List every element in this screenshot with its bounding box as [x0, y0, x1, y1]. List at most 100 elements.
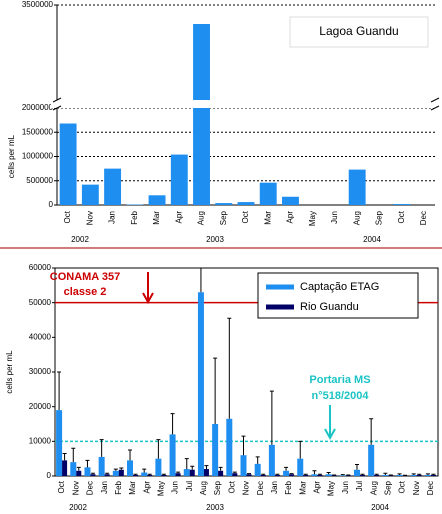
y-tick-label: 0	[47, 471, 52, 480]
bar	[374, 474, 380, 476]
year-label: 2004	[363, 235, 381, 244]
error-bar	[198, 267, 203, 293]
bar	[240, 455, 247, 476]
x-tick-label: Sep	[213, 480, 222, 495]
error-bar	[383, 472, 388, 475]
bar	[155, 458, 162, 476]
error-bar	[133, 473, 138, 475]
bar	[193, 24, 210, 205]
error-bar	[317, 473, 322, 475]
bar	[203, 469, 209, 476]
bar	[416, 474, 422, 476]
bar	[303, 474, 309, 476]
error-bar	[425, 473, 430, 475]
error-bar	[147, 473, 152, 475]
y-tick-label: 2000000	[22, 103, 54, 112]
bar	[353, 469, 360, 476]
title-box	[289, 16, 429, 48]
bar	[212, 424, 219, 476]
bar	[104, 474, 110, 476]
bar	[127, 460, 134, 476]
bar	[345, 475, 351, 476]
bar	[382, 474, 389, 476]
break-mark	[430, 97, 440, 103]
bar	[396, 474, 403, 476]
error-bar	[85, 459, 90, 468]
x-tick-label: Apr	[142, 481, 151, 494]
x-tick-label: Jan	[270, 481, 279, 494]
x-tick-label: Jun	[330, 211, 339, 224]
error-bar	[170, 413, 175, 435]
bar	[259, 182, 277, 205]
bar	[76, 470, 82, 476]
x-tick-label: Nov	[412, 481, 421, 495]
annotation-arrow	[324, 405, 336, 441]
error-bar	[369, 418, 374, 445]
error-bar	[303, 473, 308, 475]
error-bar	[227, 317, 232, 419]
x-tick-label: Oct	[397, 210, 406, 223]
y-tick-label: 20000	[29, 402, 52, 411]
x-tick-label: Dec	[419, 211, 428, 225]
error-bar	[105, 472, 110, 475]
bar	[388, 475, 394, 476]
year-label: 2004	[371, 503, 389, 512]
error-bar	[360, 473, 365, 475]
error-bar	[247, 473, 251, 475]
x-tick-label: Oct	[63, 210, 72, 223]
error-bar	[218, 466, 223, 471]
bar	[197, 292, 204, 476]
year-label: 2002	[69, 503, 87, 512]
bar	[161, 474, 167, 476]
x-tick-label: Feb	[114, 480, 123, 494]
annotation: classe 2	[64, 286, 107, 298]
annotation: CONAMA 357	[50, 271, 121, 283]
annotation: n°518/2004	[312, 390, 370, 402]
error-bar	[161, 473, 166, 475]
x-tick-label: Oct	[227, 480, 236, 493]
x-tick-label: Nov	[242, 481, 251, 495]
bar	[98, 456, 105, 476]
legend-label: Captação ETAG	[300, 281, 379, 293]
x-tick-label: Jul	[355, 481, 364, 491]
x-tick-label: Nov	[71, 481, 80, 495]
year-label: 2003	[206, 235, 224, 244]
bar	[226, 418, 233, 476]
y-axis-label: cells per mL	[7, 134, 16, 178]
error-bar	[411, 473, 416, 475]
y-tick-label: 60000	[29, 263, 52, 272]
y-tick-label: 30000	[29, 367, 52, 376]
y-tick-label: 50000	[29, 298, 52, 307]
bar	[169, 434, 176, 476]
bar	[118, 469, 124, 476]
x-tick-label: Apr	[174, 211, 183, 224]
bar	[339, 475, 346, 476]
annotation: Portaria MS	[309, 374, 370, 386]
error-bar	[184, 458, 189, 470]
x-tick-label: Apr	[313, 481, 322, 494]
bar	[311, 474, 318, 476]
bar	[84, 467, 91, 476]
error-bar	[261, 473, 266, 475]
y-tick-label: 1000000	[22, 152, 54, 161]
x-tick-label: Oct	[57, 480, 66, 493]
bar	[70, 462, 77, 476]
error-bar	[269, 390, 274, 445]
error-bar	[128, 449, 133, 461]
bar	[317, 474, 323, 476]
x-tick-label: Nov	[85, 211, 94, 225]
bar	[237, 202, 255, 205]
bar	[254, 463, 261, 476]
bar	[331, 475, 337, 476]
x-tick-label: Oct	[398, 480, 407, 493]
x-tick-label: Apr	[286, 211, 295, 224]
error-bar	[417, 473, 422, 475]
x-tick-label: Dec	[256, 481, 265, 495]
error-bar	[397, 473, 402, 475]
x-tick-label: Mar	[263, 211, 272, 225]
year-label: 2002	[71, 235, 89, 244]
bar	[183, 469, 190, 476]
error-bar	[190, 465, 195, 470]
bar	[232, 473, 238, 476]
bar	[90, 474, 96, 476]
